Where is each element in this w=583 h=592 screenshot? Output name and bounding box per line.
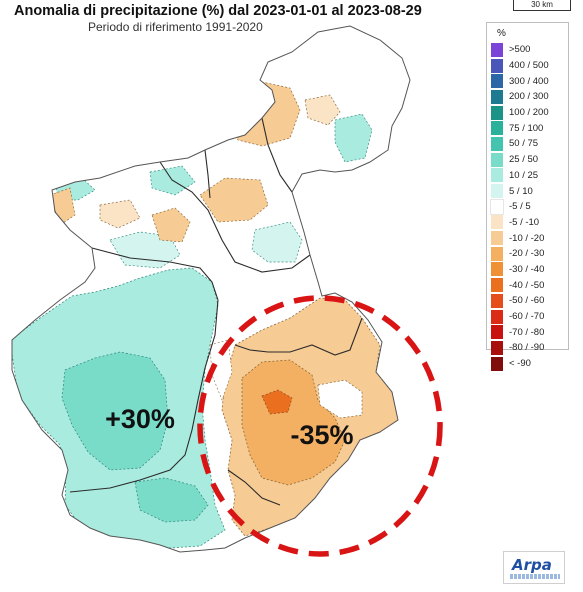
legend-unit: %	[497, 28, 506, 39]
east-anomaly-label: -35%	[290, 420, 353, 450]
province-boundaries	[69, 117, 363, 506]
legend-label: -60 / -70	[509, 311, 545, 323]
legend-label: -50 / -60	[509, 295, 545, 307]
legend-label: 5 / 10	[509, 185, 533, 197]
legend-swatch	[491, 89, 503, 104]
positive-anomaly-south	[134, 477, 209, 523]
legend-label: -5 / -10	[509, 216, 540, 228]
legend-swatch	[491, 325, 503, 340]
legend-swatch	[491, 42, 503, 57]
logo-subtext	[510, 574, 560, 579]
legend-swatch	[491, 262, 503, 277]
legend-label: >500	[509, 44, 531, 56]
legend-label: 400 / 500	[509, 60, 549, 72]
logo-text: Arpa	[512, 556, 552, 574]
legend-swatch	[491, 74, 503, 89]
legend-item: 5 / 10	[491, 183, 564, 199]
region-outline	[11, 25, 411, 553]
legend-label: 10 / 25	[509, 169, 539, 181]
legend-label: -10 / -20	[509, 232, 545, 244]
map-title: Anomalia di precipitazione (%) dal 2023-…	[14, 3, 422, 19]
legend-swatch	[490, 198, 504, 215]
legend-item: -80 / -90	[491, 340, 564, 356]
legend-swatch	[491, 168, 503, 183]
legend-swatch	[491, 340, 503, 355]
legend-label: 75 / 100	[509, 122, 544, 134]
legend-label: 50 / 75	[509, 138, 539, 150]
scale-bar: 30 km	[513, 0, 571, 11]
legend-label: -20 / -30	[509, 248, 545, 260]
legend-item: -40 / -50	[491, 277, 564, 293]
legend-swatch	[491, 215, 503, 230]
legend-label: 100 / 200	[509, 107, 549, 119]
legend-swatch	[491, 278, 503, 293]
west-anomaly-label: +30%	[105, 404, 175, 434]
legend-item: 100 / 200	[491, 105, 564, 121]
legend-swatch	[491, 293, 503, 308]
legend-label: -40 / -50	[509, 279, 545, 291]
legend-item: -20 / -30	[491, 246, 564, 262]
legend: % >500 400 / 500 300 / 400 200 / 300 100 / 2…	[486, 22, 569, 371]
legend-item: -5 / 5	[490, 198, 564, 215]
legend-swatch	[491, 246, 503, 261]
legend-item: -70 / -80	[491, 324, 564, 340]
highlight-circle	[197, 295, 443, 557]
legend-item: -60 / -70	[491, 309, 564, 325]
legend-swatch	[491, 231, 503, 246]
legend-item: -30 / -40	[491, 262, 564, 278]
legend-item: 400 / 500	[491, 58, 564, 74]
legend-label: 200 / 300	[509, 91, 549, 103]
legend-label: 300 / 400	[509, 75, 549, 87]
legend-swatch	[491, 356, 503, 371]
legend-swatch	[491, 184, 503, 199]
negative-anomaly-max	[261, 389, 293, 415]
legend-item: 25 / 50	[491, 152, 564, 168]
legend-label: -30 / -40	[509, 263, 545, 275]
legend-label: -70 / -80	[509, 326, 545, 338]
legend-swatch	[491, 152, 503, 167]
legend-swatch	[491, 105, 503, 120]
positive-anomaly-core	[61, 351, 169, 471]
legend-swatch	[491, 121, 503, 136]
legend-label: < -90	[509, 358, 531, 370]
legend-item: >500	[491, 42, 564, 58]
arpa-logo: Arpa	[503, 551, 565, 584]
legend-rows: >500 400 / 500 300 / 400 200 / 300 100 / 200…	[490, 42, 564, 372]
legend-label: -80 / -90	[509, 342, 545, 354]
legend-item: 200 / 300	[491, 89, 564, 105]
map-subtitle: Periodo di riferimento 1991-2020	[88, 20, 263, 34]
legend-item: -10 / -20	[491, 230, 564, 246]
legend-item: -5 / -10	[491, 215, 564, 231]
legend-swatch	[491, 58, 503, 73]
negative-anomaly-core	[241, 359, 346, 486]
legend-item: < -90	[491, 356, 564, 372]
legend-label: -5 / 5	[509, 201, 531, 213]
legend-swatch	[491, 136, 503, 151]
legend-item: 50 / 75	[491, 136, 564, 152]
legend-item: 10 / 25	[491, 168, 564, 184]
legend-item: 300 / 400	[491, 73, 564, 89]
legend-item: 75 / 100	[491, 120, 564, 136]
legend-label: 25 / 50	[509, 154, 539, 166]
legend-item: -50 / -60	[491, 293, 564, 309]
legend-swatch	[491, 309, 503, 324]
